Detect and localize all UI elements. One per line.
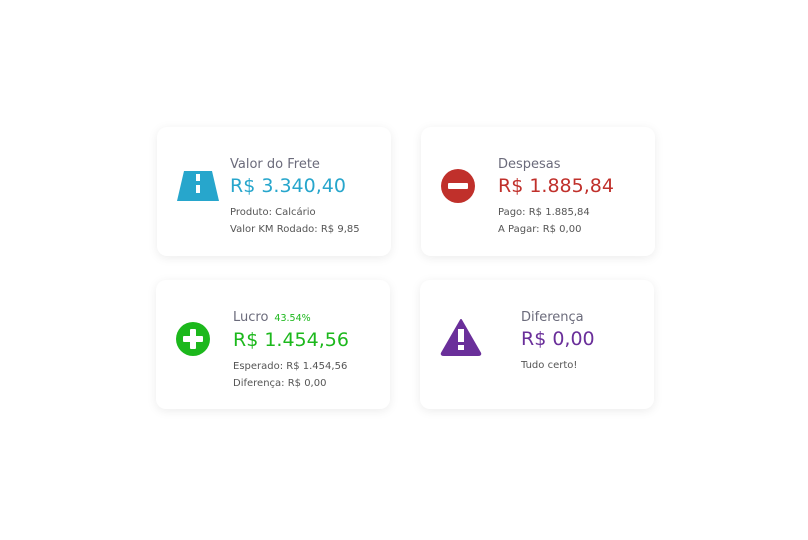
road-icon xyxy=(177,171,219,201)
minus-circle-icon xyxy=(441,169,475,203)
plus-circle-icon xyxy=(176,322,210,356)
card-detail: Esperado: R$ 1.454,56 xyxy=(233,361,348,372)
profit-percentage-badge: 43.54% xyxy=(274,313,311,324)
card-detail: Pago: R$ 1.885,84 xyxy=(498,207,590,218)
card-value: R$ 1.454,56 xyxy=(233,329,349,351)
card-detail: Valor KM Rodado: R$ 9,85 xyxy=(230,224,360,235)
card-title: Diferença xyxy=(521,310,584,325)
card-title: Despesas xyxy=(498,157,561,172)
card-detail: Produto: Calcário xyxy=(230,207,316,218)
card-value: R$ 3.340,40 xyxy=(230,175,346,197)
warning-icon xyxy=(440,319,482,356)
card-title: Valor do Frete xyxy=(230,157,320,172)
card-title: Lucro xyxy=(233,310,269,325)
card-lucro: Lucro 43.54% R$ 1.454,56 Esperado: R$ 1.4… xyxy=(156,280,390,409)
card-diferenca: Diferença R$ 0,00 Tudo certo! xyxy=(420,280,654,409)
card-value: R$ 1.885,84 xyxy=(498,175,614,197)
card-detail: Diferença: R$ 0,00 xyxy=(233,378,327,389)
card-valor-frete: Valor do Frete R$ 3.340,40 Produto: Calc… xyxy=(157,127,391,256)
card-despesas: Despesas R$ 1.885,84 Pago: R$ 1.885,84 A… xyxy=(421,127,655,256)
card-detail: A Pagar: R$ 0,00 xyxy=(498,224,582,235)
card-detail: Tudo certo! xyxy=(521,360,578,371)
card-value: R$ 0,00 xyxy=(521,328,595,350)
